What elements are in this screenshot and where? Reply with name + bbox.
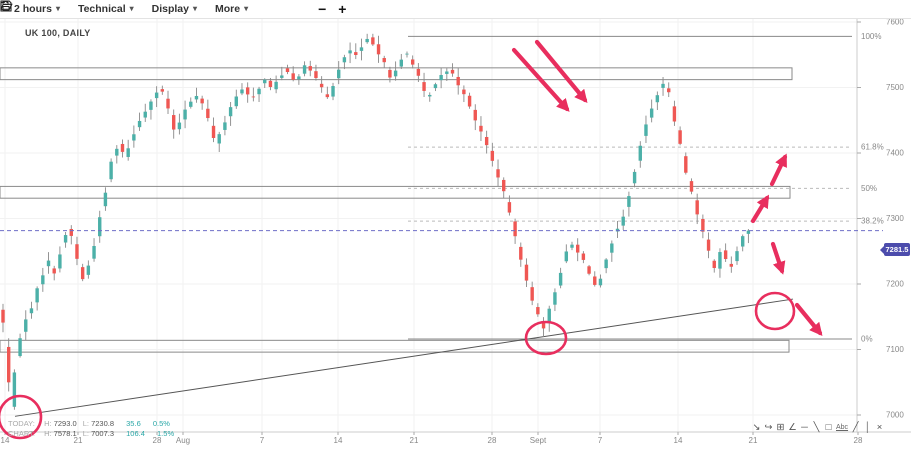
chevron-down-icon: ▾ <box>244 4 249 13</box>
svg-text:7600: 7600 <box>886 19 904 27</box>
svg-text:7100: 7100 <box>886 345 904 354</box>
svg-text:7: 7 <box>260 436 265 445</box>
today-change-pct: 0.5% <box>152 419 170 428</box>
svg-text:21: 21 <box>749 436 758 445</box>
chevron-down-icon: ▾ <box>129 4 134 13</box>
drawing-toolbar: ↘ ↪ ⊞ ∠ ─ ╲ □ Abc ╱ │ × <box>752 421 884 434</box>
annotation-circle <box>524 320 568 356</box>
svg-text:7400: 7400 <box>886 149 904 158</box>
annotation-circle <box>0 394 43 440</box>
timeframe-dropdown[interactable]: 2 hours ▾ <box>14 3 60 15</box>
chevron-down-icon: ▾ <box>55 4 60 13</box>
low-label: L: <box>82 419 89 428</box>
svg-text:7200: 7200 <box>886 280 904 289</box>
technical-label: Technical <box>77 3 126 15</box>
low-label: L: <box>82 428 89 438</box>
chart-area[interactable]: 100% 61.8% 50% 38.2% 0% 7600 7500 7400 7300 7200 7… <box>0 19 911 452</box>
legend-row-name: CHART: <box>8 428 35 438</box>
vertical-line-icon[interactable]: │ <box>864 422 871 433</box>
annotation-circle <box>754 291 796 331</box>
annotation-arrow <box>750 194 770 224</box>
high-label: H: <box>44 419 52 428</box>
today-high-value: 7293.0 <box>53 419 77 428</box>
annotation-arrow <box>794 302 823 337</box>
trendline-icon[interactable]: ╲ <box>813 422 820 433</box>
chart-low-value: 7007.3 <box>91 428 115 438</box>
svg-text:Sept: Sept <box>530 436 547 445</box>
svg-text:7300: 7300 <box>886 214 904 223</box>
display-menu[interactable]: Display ▾ <box>152 3 197 15</box>
timeframe-label: 2 hours <box>14 3 52 15</box>
svg-text:14: 14 <box>674 436 683 445</box>
diagonal-line-icon[interactable]: ╱ <box>852 422 859 433</box>
angle-tool-icon[interactable]: ∠ <box>788 422 797 433</box>
instrument-title: UK 100, DAILY <box>25 28 91 38</box>
redo-arrow-icon[interactable]: ↪ <box>764 422 773 433</box>
last-price-badge: 7281.5 <box>880 243 910 257</box>
svg-text:0%: 0% <box>861 335 873 344</box>
svg-text:14: 14 <box>1 436 10 445</box>
legend-row-today: TODAY: H: 7293.0 L: 7230.8 35.6 0.5% <box>8 419 174 429</box>
svg-text:100%: 100% <box>861 32 881 41</box>
price-chart-svg[interactable]: 100% 61.8% 50% 38.2% 0% 7600 7500 7400 7300 7200 7… <box>0 19 911 452</box>
svg-text:50%: 50% <box>861 184 877 193</box>
svg-text:14: 14 <box>334 436 343 445</box>
text-tool-icon[interactable]: Abc <box>836 424 849 431</box>
zoom-out-button[interactable]: − <box>318 1 327 17</box>
rectangle-icon[interactable]: □ <box>825 422 832 433</box>
svg-text:28: 28 <box>854 436 863 445</box>
chart-change-value: 106.4 <box>126 428 145 438</box>
chart-toolbar: 2 hours ▾ Technical ▾ Display ▾ More ▾ −… <box>0 0 911 19</box>
svg-text:28: 28 <box>153 436 162 445</box>
zoom-in-button[interactable]: + <box>338 1 347 17</box>
high-label: H: <box>44 428 52 438</box>
cursor-icon[interactable]: ↘ <box>752 422 761 433</box>
legend-row-name: TODAY: <box>8 419 35 428</box>
open-folder-icon[interactable] <box>0 0 281 16</box>
svg-text:38.2%: 38.2% <box>861 217 884 226</box>
ohlc-legend: TODAY: H: 7293.0 L: 7230.8 35.6 0.5% CHA… <box>8 419 174 438</box>
delete-drawing-icon[interactable]: × <box>876 422 883 433</box>
annotation-arrow <box>511 47 570 112</box>
chart-change-pct: 1.5% <box>157 428 175 438</box>
horizontal-line-icon[interactable]: ─ <box>801 422 808 433</box>
annotation-arrow <box>770 241 786 275</box>
svg-text:21: 21 <box>74 436 83 445</box>
toolbar-icon-group: − + <box>0 0 347 17</box>
more-menu[interactable]: More ▾ <box>215 3 248 15</box>
more-label: More <box>215 3 241 15</box>
annotation-arrow <box>769 153 788 187</box>
svg-text:7: 7 <box>598 436 603 445</box>
chart-high-value: 7578.1 <box>53 428 77 438</box>
technical-menu[interactable]: Technical ▾ <box>78 3 134 15</box>
chevron-down-icon: ▾ <box>192 4 197 13</box>
svg-text:Aug: Aug <box>176 436 190 445</box>
svg-text:7000: 7000 <box>886 411 904 420</box>
legend-row-chart: CHART: H: 7578.1 L: 7007.3 106.4 1.5% <box>8 429 174 439</box>
today-change-value: 35.6 <box>126 419 141 428</box>
svg-text:21: 21 <box>410 436 419 445</box>
svg-text:7500: 7500 <box>886 83 904 92</box>
display-label: Display <box>151 3 189 15</box>
annotation-arrow <box>534 39 588 104</box>
save-icon[interactable] <box>0 0 306 16</box>
svg-text:61.8%: 61.8% <box>861 143 884 152</box>
grid-icon[interactable]: ⊞ <box>776 422 785 433</box>
today-low-value: 7230.8 <box>91 419 115 428</box>
svg-text:28: 28 <box>488 436 497 445</box>
